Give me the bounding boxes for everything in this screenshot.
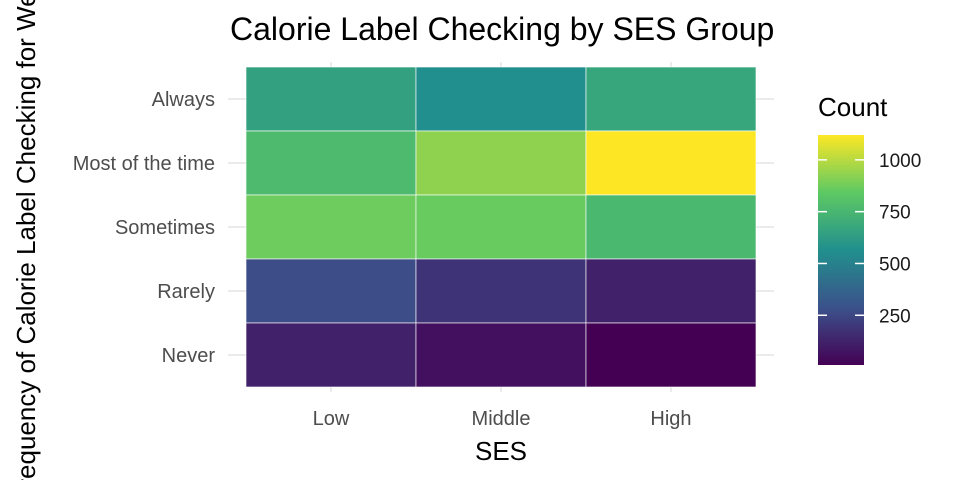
y-axis-title: Frequency of Calorie Label Checking for … <box>11 0 41 480</box>
legend-tick-label: 250 <box>879 306 911 327</box>
y-tick-label: Rarely <box>157 281 215 303</box>
heatmap-tiles <box>245 66 757 388</box>
heatmap-cell <box>415 66 587 132</box>
color-legend: Count 250 500 750 1000 <box>818 92 921 365</box>
heatmap-cell <box>415 130 587 196</box>
heatmap-cell <box>245 194 417 260</box>
x-axis-ticks: Low Middle High <box>313 408 692 430</box>
y-axis-ticks: Always Most of the time Sometimes Rarely Nev… <box>73 89 216 367</box>
heatmap-cell <box>585 258 757 324</box>
x-tick-label: Middle <box>472 408 531 430</box>
x-axis-title: SES <box>475 436 527 466</box>
legend-tick-label: 1000 <box>879 151 921 172</box>
heatmap-cell <box>415 194 587 260</box>
x-tick-label: High <box>650 408 691 430</box>
chart-title: Calorie Label Checking by SES Group <box>230 11 774 47</box>
heatmap-cell <box>585 130 757 196</box>
y-tick-label: Never <box>162 345 216 367</box>
y-tick-label: Sometimes <box>115 217 215 239</box>
heatmap-cell <box>245 130 417 196</box>
heatmap-cell <box>245 258 417 324</box>
heatmap-cell <box>415 258 587 324</box>
heatmap-cell <box>245 66 417 132</box>
heatmap-cell <box>245 322 417 388</box>
x-tick-label: Low <box>313 408 350 430</box>
legend-tick-label: 750 <box>879 203 911 224</box>
legend-title: Count <box>818 92 888 122</box>
legend-tick-label: 500 <box>879 254 911 275</box>
y-tick-label: Most of the time <box>73 153 215 175</box>
y-tick-label: Always <box>152 89 215 111</box>
heatmap-cell <box>585 66 757 132</box>
legend-ticks: 250 500 750 1000 <box>818 151 921 327</box>
heatmap-cell <box>585 322 757 388</box>
heatmap-cell <box>585 194 757 260</box>
colorbar <box>818 135 864 365</box>
heatmap-cell <box>415 322 587 388</box>
